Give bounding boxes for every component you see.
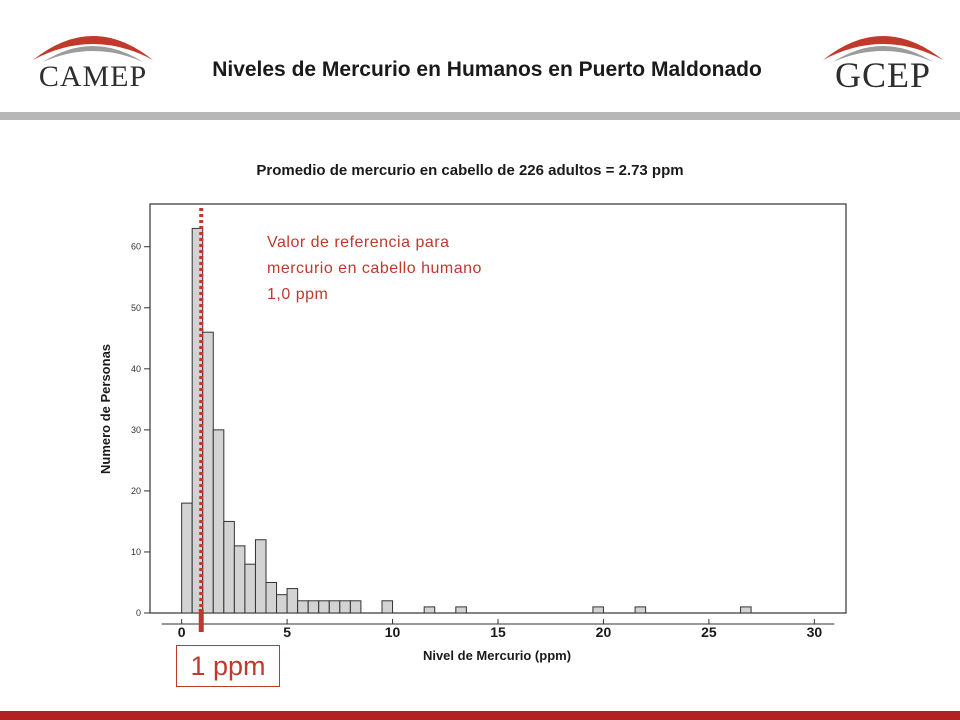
footer-bar [0,711,960,720]
histogram-bar [740,606,752,614]
header-divider [0,112,960,120]
histogram-bar [202,331,214,614]
histogram-bar [381,600,394,614]
histogram-bar [592,606,604,614]
x-tick-label: 25 [701,624,717,640]
y-tick-label: 30 [131,425,141,435]
histogram-bar [233,545,246,614]
y-tick-label: 0 [136,608,141,618]
histogram-bar [254,539,267,614]
camep-logo-text: CAMEP [38,60,148,93]
histogram-bar [181,502,193,614]
histogram-bar [212,429,225,614]
page-title: Niveles de Mercurio en Humanos en Puerto… [212,58,762,81]
reference-line-3: 1,0 ppm [267,286,329,303]
gcep-logo-text: GCEP [834,55,932,95]
histogram-bar [455,606,467,614]
x-tick-label: 0 [178,624,186,640]
x-tick-label: 30 [807,624,823,640]
reference-line-2: mercurio en cabello humano [267,260,482,277]
y-tick-label: 10 [131,547,141,557]
y-tick-label: 40 [131,364,141,374]
y-tick-label: 20 [131,486,141,496]
y-tick-label: 50 [131,303,141,313]
gcep-logo-arc-icon [823,36,943,62]
histogram-bar [223,520,235,614]
histogram-bar [423,606,436,614]
gcep-logo: GCEP [818,20,948,100]
histogram-bars [181,227,752,614]
histogram-bar [349,600,362,614]
histogram-bar [634,606,647,614]
x-tick-label: 10 [385,624,401,640]
x-axis-label: Nivel de Mercurio (ppm) [423,648,571,663]
reference-line-1: Valor de referencia para [267,234,450,251]
histogram-bar [286,588,299,614]
histogram-bar [328,600,341,614]
reference-value-label: Valor de referencia para mercurio en cab… [267,230,567,308]
y-tick-label: 60 [131,242,141,252]
y-axis: 0 10 20 30 40 50 60 [131,242,150,618]
histogram-bar [318,600,330,614]
x-tick-label: 15 [490,624,506,640]
histogram-bar [244,563,256,614]
x-tick-label: 5 [283,624,291,640]
histogram-bar [307,600,320,614]
x-tick-label: 20 [596,624,612,640]
reference-marker-label: 1 ppm [176,645,280,687]
histogram-bar [276,594,288,614]
histogram-bar [339,600,351,614]
camep-logo: CAMEP [28,20,158,100]
x-axis: 0 5 10 15 20 25 30 [161,619,835,640]
histogram-bar [297,600,309,614]
chart-subtitle: Promedio de mercurio en cabello de 226 a… [256,162,684,179]
camep-logo-arc-icon [33,36,153,62]
y-axis-label: Numero de Personas [98,344,113,474]
histogram-bar [265,581,278,614]
